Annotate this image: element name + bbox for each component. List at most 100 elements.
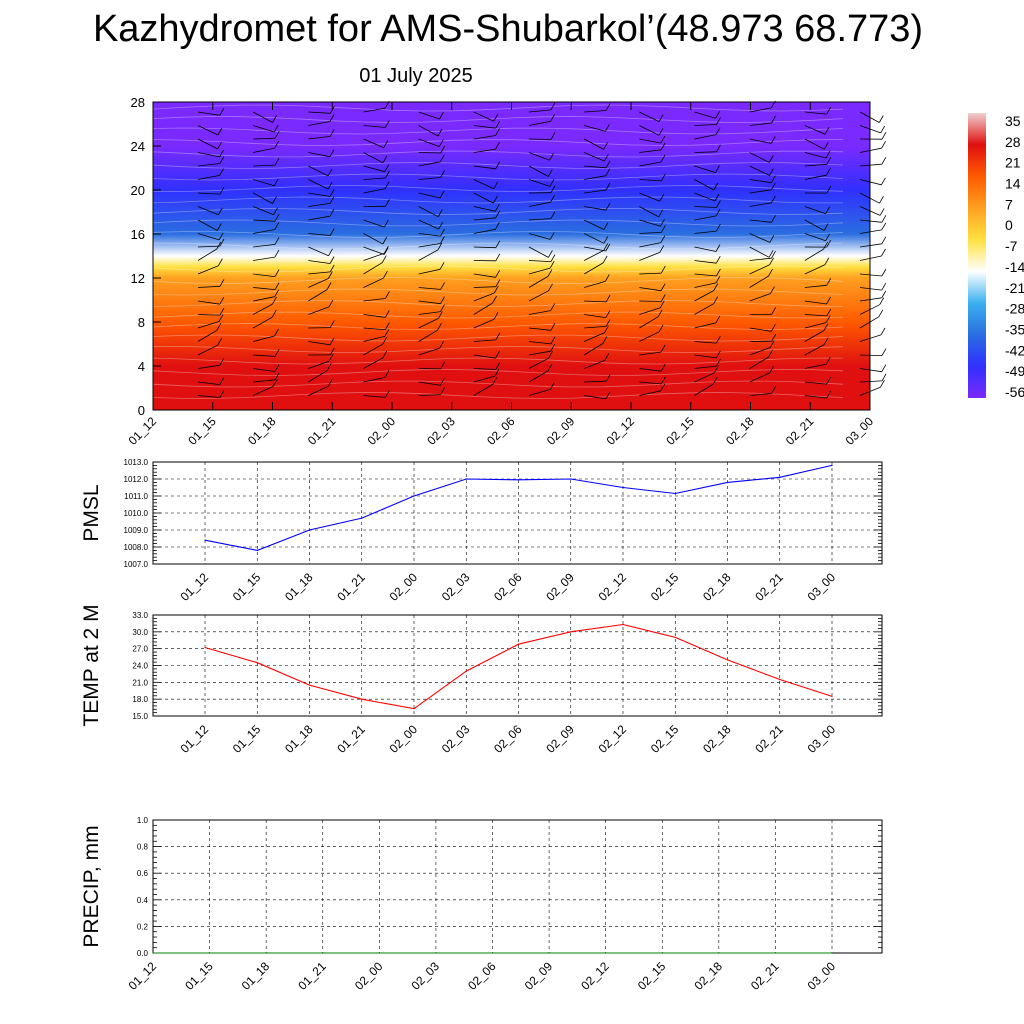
y-tick-label: 15.0 (132, 712, 148, 721)
contour-line (152, 208, 844, 215)
x-tick-label: 02_18 (723, 414, 757, 448)
x-tick-label: 03_00 (805, 722, 839, 756)
wind-barb (308, 363, 332, 383)
wind-barb (528, 382, 555, 396)
pmsl-point (204, 539, 206, 541)
x-tick-label: 02_21 (748, 959, 782, 993)
x-tick-label: 02_09 (543, 722, 577, 756)
wind-barb (528, 132, 556, 140)
x-tick-label: 02_06 (491, 722, 525, 756)
wind-barb (528, 254, 556, 262)
y-tick-label: 0.6 (137, 869, 149, 878)
x-tick-label: 02_12 (578, 959, 612, 993)
contour-line (152, 104, 844, 112)
wind-barb (197, 314, 224, 329)
x-tick-label: 03_00 (805, 959, 839, 993)
y-tick-label: 27.0 (132, 645, 148, 654)
x-tick-label: 01_12 (178, 722, 212, 756)
wind-barb (308, 149, 335, 158)
wind-barb (694, 111, 720, 119)
contour-line (152, 139, 844, 146)
wind-barb (859, 373, 887, 383)
x-tick-label: 02_15 (635, 959, 669, 993)
colorbar-label: 35 (1005, 113, 1021, 129)
wind-barb (749, 152, 774, 163)
contour-line (152, 334, 844, 342)
wind-barb (749, 251, 776, 261)
wind-barb (584, 124, 610, 132)
x-tick-label: 02_00 (387, 570, 421, 604)
colorbar: 35 28 21 14 7 0 -7 -14 -21 -28 -35 -42 -49 -56 (968, 113, 1024, 400)
wind-barb (253, 249, 280, 261)
wind-barb (804, 206, 830, 215)
wind-barb (197, 358, 225, 369)
x-tick-label: 02_03 (439, 722, 473, 756)
wind-barbs (197, 100, 887, 400)
x-tick-label: 02_12 (596, 722, 630, 756)
precip-point (548, 952, 550, 954)
y-tick-label: 28 (131, 95, 145, 110)
wind-barb (639, 309, 663, 329)
contour-line (152, 116, 844, 123)
wind-barb (418, 138, 444, 147)
x-tick-label: 02_03 (424, 414, 458, 448)
wind-barb (749, 340, 775, 356)
wind-barb (749, 365, 775, 383)
x-tick-label: 01_18 (282, 570, 316, 604)
wind-barb (528, 195, 555, 207)
wind-barb (859, 364, 887, 373)
wind-barb (804, 296, 831, 305)
wind-barb (749, 182, 776, 194)
contour-line (152, 242, 844, 250)
wind-barb (308, 246, 333, 257)
wind-barb (363, 337, 388, 356)
wind-barb (363, 271, 388, 288)
wind-barb (253, 282, 280, 290)
wind-barb (253, 237, 280, 248)
wind-barb (197, 125, 223, 136)
wind-barb (473, 240, 501, 249)
wind-barb (253, 269, 280, 277)
wind-barb (749, 195, 776, 207)
x-tick-label: 02_18 (700, 722, 734, 756)
wind-barb (473, 270, 500, 278)
wind-barb (418, 170, 445, 180)
x-tick-label: 02_21 (783, 414, 817, 448)
wind-barb (804, 168, 831, 180)
wind-barb (418, 219, 444, 230)
wind-barb (584, 274, 610, 288)
wind-barb (308, 228, 335, 236)
wind-barb (418, 323, 442, 342)
wind-barb (584, 160, 611, 169)
wind-barb (583, 233, 609, 244)
wind-barb (197, 307, 225, 316)
wind-barb (749, 115, 776, 126)
wind-barb (252, 309, 277, 329)
wind-barb (197, 238, 225, 248)
wind-barb (639, 206, 664, 218)
wind-barb (308, 299, 334, 315)
wind-barb (308, 129, 335, 140)
wind-barb (528, 303, 556, 315)
wind-barb (804, 315, 831, 329)
wind-barb (363, 233, 388, 245)
wind-barb (253, 178, 279, 187)
pmsl-point (779, 476, 781, 478)
wind-barb (749, 268, 773, 288)
wind-barb (473, 192, 498, 204)
wind-barb (252, 192, 277, 204)
chart-date: 01 July 2025 (359, 65, 473, 87)
wind-barb (197, 377, 225, 385)
precip-point (605, 952, 607, 954)
wind-barb (859, 309, 884, 329)
precip-point (378, 952, 380, 954)
colorbar-label: 21 (1005, 155, 1021, 171)
wind-barb (859, 177, 886, 186)
wind-barb (473, 128, 500, 140)
wind-barb (804, 323, 829, 342)
wind-barb (804, 241, 828, 261)
wind-barb (639, 383, 666, 396)
wind-barb (804, 138, 829, 150)
y-tick-label: 1007.0 (124, 560, 149, 569)
x-tick-label: 02_09 (544, 414, 578, 448)
